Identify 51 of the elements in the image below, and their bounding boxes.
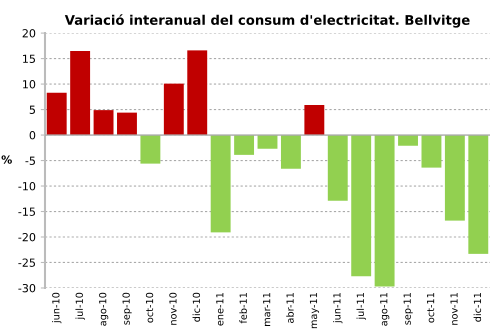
x-tick-label: ago-11 (380, 293, 390, 326)
bar (351, 135, 372, 276)
bar (468, 135, 488, 254)
x-tick-label: dic-11 (474, 293, 482, 322)
bar (421, 135, 442, 168)
bar (46, 92, 67, 136)
x-tick-label: jul-11 (356, 293, 366, 320)
y-tick-label: 0 (30, 131, 36, 140)
y-tick-label: -5 (25, 156, 35, 165)
bar (280, 135, 301, 169)
x-tick-label: feb-11 (239, 293, 247, 324)
bar (328, 135, 348, 201)
x-tick-label: sep-10 (122, 292, 132, 325)
y-tick-label: 10 (23, 80, 36, 88)
bar (374, 135, 395, 286)
x-tick-label: may-11 (310, 293, 320, 328)
y-tick-label: 15 (23, 54, 35, 63)
x-tick-label: jun-11 (333, 293, 342, 324)
chart-title: Variació interanual del consum d'electricitat. Bellvitge (64, 14, 470, 28)
bar (187, 50, 208, 136)
y-tick-label: -15 (18, 208, 35, 216)
y-tick-label: 5 (30, 106, 35, 114)
x-tick-label: jul-10 (75, 292, 85, 320)
x-tick-label: oct-11 (427, 293, 434, 323)
y-tick-label: 20 (22, 29, 36, 38)
bar (94, 110, 114, 136)
bar (164, 84, 184, 136)
x-tick-label: mar-11 (263, 293, 270, 326)
x-tick-label: nov-11 (450, 293, 458, 325)
y-tick-label: -25 (18, 258, 35, 267)
x-tick-label: sep-11 (404, 293, 413, 325)
y-axis-title: % (2, 155, 12, 164)
x-tick-label: dic-10 (192, 292, 200, 322)
x-tick-label: jun-10 (52, 292, 62, 324)
bar (117, 112, 137, 136)
y-tick-label: -10 (18, 182, 36, 190)
x-tick-label: ene-11 (216, 293, 224, 326)
x-tick-label: abr-11 (286, 293, 294, 323)
x-tick-label: nov-10 (169, 292, 177, 325)
y-tick-label: -20 (18, 232, 36, 242)
bar (258, 135, 278, 149)
bar (234, 135, 254, 155)
bar (444, 135, 465, 221)
bar (70, 50, 90, 136)
y-tick-label: -30 (18, 284, 36, 292)
bar (304, 104, 324, 136)
x-tick-label: oct-10 (146, 292, 154, 323)
bar (398, 135, 418, 146)
bar (210, 135, 231, 232)
x-tick-label: ago-10 (99, 292, 108, 326)
bar (140, 135, 160, 164)
